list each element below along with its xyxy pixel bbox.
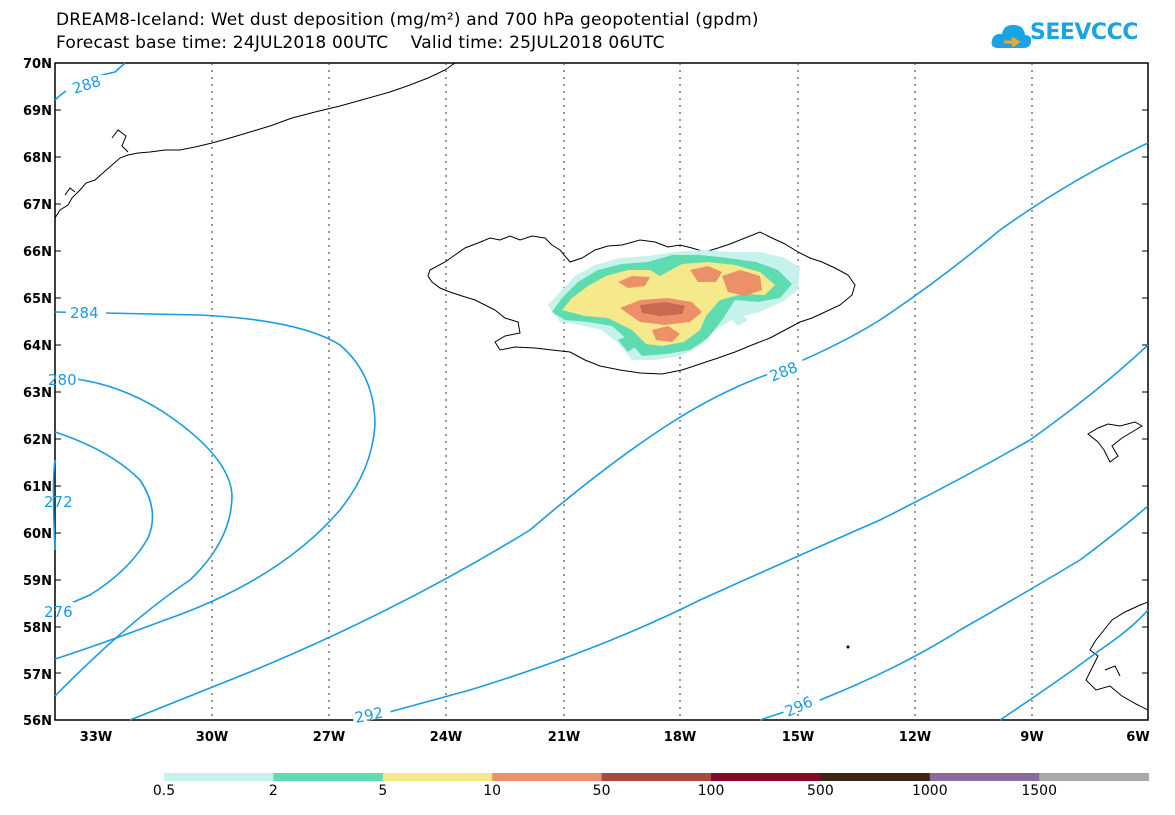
seevccc-logo <box>991 24 1032 48</box>
legend-label: 2 <box>268 783 278 799</box>
map-subtitle: Forecast base time: 24JUL2018 00UTC Vali… <box>56 33 665 53</box>
lat-label: 68N <box>23 151 52 166</box>
contour-label-292: 292 <box>353 704 385 728</box>
lat-label: 70N <box>23 57 52 72</box>
lat-label: 61N <box>23 480 52 495</box>
legend-label: 100 <box>697 783 725 799</box>
meridian-grid <box>211 63 1033 720</box>
legend-label: 5 <box>378 783 388 799</box>
contour-label-272: 272 <box>44 493 73 511</box>
legend-swatch <box>1039 773 1150 781</box>
legend-swatch <box>601 773 712 781</box>
legend-label: 1500 <box>1021 783 1058 799</box>
legend-swatch <box>929 773 1040 781</box>
lon-label: 27W <box>313 730 345 745</box>
legend-swatch <box>820 773 931 781</box>
contour-label-284: 284 <box>70 304 99 322</box>
faroe-coastline <box>1087 421 1143 463</box>
plot-frame <box>54 62 1149 721</box>
lon-label: 9W <box>1020 730 1043 745</box>
lat-label: 57N <box>23 668 52 683</box>
lat-label: 63N <box>23 386 52 401</box>
latitude-labels: 70N 69N 68N 67N 66N 65N 64N 63N 62N 61N 60N 59N 58N 5… <box>23 57 52 729</box>
legend-label: 500 <box>807 783 834 799</box>
legend-label: 50 <box>592 783 611 799</box>
lat-label: 67N <box>23 198 52 213</box>
lat-label: 65N <box>23 292 52 307</box>
legend-swatch <box>711 773 821 781</box>
lat-label: 56N <box>23 714 52 729</box>
contour-label-280: 280 <box>48 371 77 389</box>
lon-label: 21W <box>548 730 580 745</box>
lat-label: 69N <box>23 104 52 119</box>
map-title: DREAM8-Iceland: Wet dust deposition (mg/… <box>56 10 759 30</box>
lon-label: 18W <box>664 730 696 745</box>
legend-swatch <box>273 773 384 781</box>
legend-colorbar <box>164 773 1150 781</box>
legend-swatch <box>164 773 274 781</box>
lon-label: 6W <box>1126 730 1149 745</box>
legend-swatch <box>492 773 603 781</box>
lon-label: 12W <box>899 730 931 745</box>
lon-label: 30W <box>196 730 228 745</box>
lat-label: 60N <box>23 527 52 542</box>
cloud-icon <box>991 24 1032 48</box>
contour-label-276: 276 <box>44 603 73 621</box>
iceland-coastline <box>427 231 856 375</box>
scotland-coastline <box>1085 601 1149 711</box>
lat-label: 59N <box>23 574 52 589</box>
lat-label: 64N <box>23 339 52 354</box>
greenland-coastline <box>54 62 456 219</box>
dust-deposition-field <box>548 250 800 360</box>
lon-label: 33W <box>80 730 112 745</box>
longitude-labels: 33W 30W 27W 24W 21W 18W 15W 12W 9W 6W <box>80 730 1150 745</box>
legend-label: 0.5 <box>152 783 176 799</box>
legend-swatch <box>382 773 493 781</box>
legend-label: 10 <box>483 783 502 799</box>
lat-label: 58N <box>23 621 52 636</box>
lon-label: 15W <box>782 730 814 745</box>
lat-label: 66N <box>23 245 52 260</box>
legend-label: 1000 <box>911 783 948 799</box>
logo-text: SEEVCCC <box>1030 20 1138 45</box>
geopotential-contours <box>52 62 1149 721</box>
contour-labels: 288 284 280 272 276 288 292 296 <box>44 72 822 728</box>
lat-label: 62N <box>23 433 52 448</box>
lon-label: 24W <box>430 730 462 745</box>
lat-ticks <box>55 109 1148 674</box>
